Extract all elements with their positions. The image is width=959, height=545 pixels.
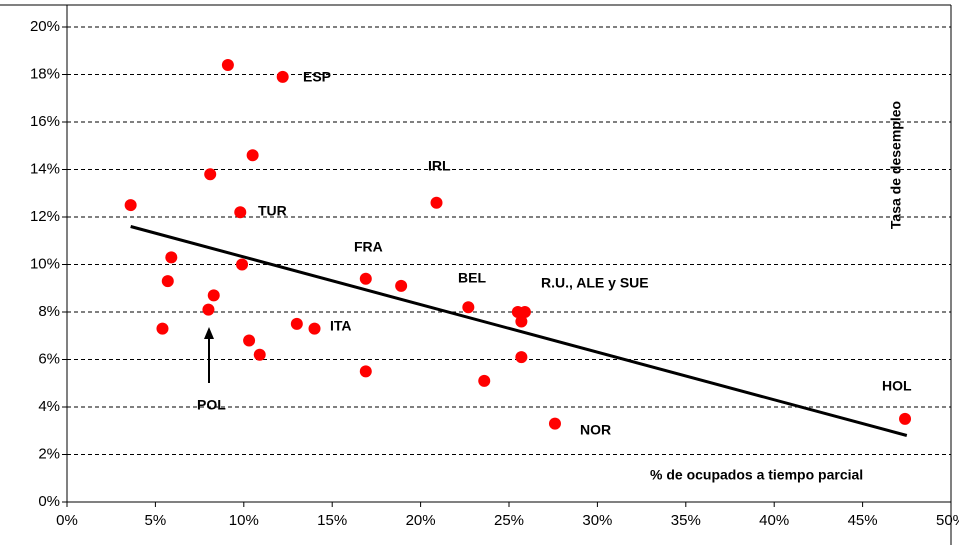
point bbox=[518, 306, 531, 318]
point bbox=[308, 322, 321, 335]
y-axis-label: Tasa de desempleo bbox=[888, 101, 904, 229]
y-tick-label: 4% bbox=[38, 398, 60, 415]
y-tick-label: 0% bbox=[38, 493, 60, 510]
y-tick-label: 10% bbox=[30, 255, 60, 272]
x-tick-label: 35% bbox=[671, 512, 701, 529]
point bbox=[395, 279, 408, 292]
x-axis-label: % de ocupados a tiempo parcial bbox=[650, 467, 863, 483]
point bbox=[243, 334, 256, 347]
point bbox=[246, 149, 259, 162]
point bbox=[548, 417, 561, 430]
x-tick-label: 30% bbox=[582, 512, 612, 529]
y-tick-label: 8% bbox=[38, 303, 60, 320]
x-tick-label: 15% bbox=[317, 512, 347, 529]
point bbox=[899, 412, 912, 425]
annotation: ESP bbox=[303, 69, 331, 85]
pol-arrowhead bbox=[204, 327, 214, 339]
point bbox=[515, 315, 528, 328]
point bbox=[207, 289, 220, 302]
annotation: ITA bbox=[330, 318, 352, 334]
point bbox=[430, 196, 443, 209]
point bbox=[236, 258, 249, 271]
x-tick-label: 45% bbox=[848, 512, 878, 529]
x-tick-label: 10% bbox=[229, 512, 259, 529]
annotation: IRL bbox=[428, 158, 451, 174]
y-tick-label: 14% bbox=[30, 160, 60, 177]
annotation: BEL bbox=[458, 270, 486, 286]
annotation: POL bbox=[197, 397, 226, 413]
x-tick-label: 0% bbox=[56, 512, 78, 529]
point bbox=[515, 351, 528, 364]
annotation: NOR bbox=[580, 422, 611, 438]
y-tick-label: 18% bbox=[30, 65, 60, 82]
point bbox=[156, 322, 169, 335]
y-tick-label: 6% bbox=[38, 350, 60, 367]
x-tick-label: 20% bbox=[406, 512, 436, 529]
x-tick-label: 40% bbox=[759, 512, 789, 529]
point bbox=[165, 251, 178, 264]
annotation: FRA bbox=[354, 239, 383, 255]
point bbox=[234, 206, 247, 219]
point bbox=[253, 348, 266, 361]
y-tick-label: 16% bbox=[30, 113, 60, 130]
x-tick-label: 5% bbox=[145, 512, 167, 529]
point bbox=[124, 199, 137, 212]
annotation: HOL bbox=[882, 378, 912, 394]
y-tick-label: 12% bbox=[30, 208, 60, 225]
point bbox=[359, 272, 372, 285]
point bbox=[290, 317, 303, 330]
point bbox=[478, 374, 491, 387]
point bbox=[161, 275, 174, 288]
x-tick-label: 50% bbox=[936, 512, 959, 529]
y-tick-label: 20% bbox=[30, 18, 60, 35]
point bbox=[221, 59, 234, 71]
point bbox=[202, 303, 215, 316]
trend-line bbox=[130, 225, 908, 437]
x-tick-label: 25% bbox=[494, 512, 524, 529]
annotation: R.U., ALE y SUE bbox=[541, 275, 649, 291]
annotation: TUR bbox=[258, 203, 287, 219]
point bbox=[276, 70, 289, 83]
point bbox=[359, 365, 372, 378]
y-tick-label: 2% bbox=[38, 445, 60, 462]
point bbox=[204, 168, 217, 181]
point bbox=[462, 301, 475, 314]
